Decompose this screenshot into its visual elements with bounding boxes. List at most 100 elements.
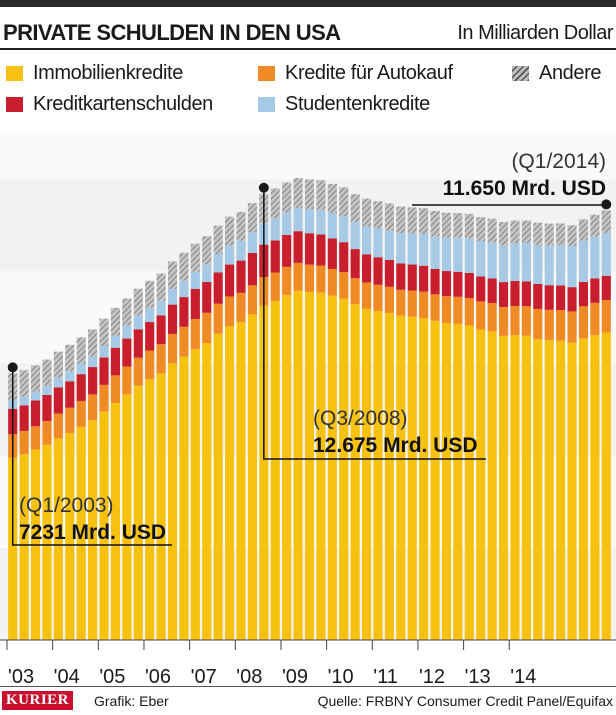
bar-segment-credit: [601, 275, 611, 301]
bar-segment-other: [567, 225, 577, 247]
bar-segment-mortgage: [110, 403, 121, 640]
bar-segment-student: [167, 289, 178, 305]
bar-segment-mortgage: [521, 335, 531, 640]
bar-segment-credit: [544, 285, 554, 310]
bar-segment-student: [76, 363, 86, 375]
bar-segment-auto: [476, 301, 486, 330]
annotation-period: (Q3/2008): [313, 407, 408, 430]
bar-segment-mortgage: [601, 332, 611, 640]
bar-segment-mortgage: [362, 308, 372, 640]
bar-segment-mortgage: [578, 338, 589, 640]
bar-segment-mortgage: [556, 340, 566, 640]
bar-segment-auto: [316, 265, 326, 293]
bar-segment-student: [145, 307, 155, 323]
bar-segment-auto: [453, 296, 463, 324]
bar-segment-mortgage: [533, 338, 543, 640]
bar-segment-auto: [327, 268, 337, 296]
bar-segment-other: [30, 365, 41, 392]
bar-segment-auto: [156, 344, 166, 374]
legend-item-auto: Kredite für Autokauf: [258, 62, 453, 85]
bar-segment-other: [225, 216, 235, 246]
annotation-value: 12.675 Mrd. USD: [313, 434, 478, 457]
bar-segment-other: [476, 217, 486, 242]
bar-segment-credit: [282, 234, 292, 267]
bar-segment-other: [464, 213, 474, 239]
bar-segment-student: [601, 232, 611, 276]
bar-segment-auto: [578, 306, 589, 339]
x-tick-label: '06: [145, 666, 171, 688]
marker-q1-2014: [601, 199, 612, 210]
bar-segment-mortgage: [145, 379, 155, 640]
bar-segment-auto: [122, 366, 132, 395]
bar-segment-auto: [236, 292, 246, 323]
bar-segment-other: [304, 179, 315, 210]
legend-item-mortgage: Immobilienkredite: [6, 62, 183, 85]
bar-segment-student: [510, 243, 520, 282]
bar-segment-student: [236, 240, 246, 261]
bar-segment-mortgage: [76, 426, 86, 640]
bar-segment-student: [521, 242, 531, 282]
bar-segment-auto: [190, 319, 200, 350]
bar-segment-credit: [476, 276, 486, 302]
bar-segment-auto: [133, 357, 143, 386]
bar-segment-auto: [65, 407, 75, 434]
bar-segment-other: [213, 225, 223, 254]
bar-segment-credit: [167, 304, 178, 334]
bar-segment-auto: [145, 350, 155, 380]
bar-segment-credit: [350, 249, 360, 279]
bar-segment-student: [350, 222, 360, 250]
bar-segment-auto: [225, 296, 235, 327]
annotation-value: 11.650 Mrd. USD: [442, 177, 606, 200]
bar-segment-student: [42, 385, 52, 395]
bar-segment-credit: [133, 329, 143, 358]
legend-item-other: Andere: [512, 62, 601, 85]
top-bar: [0, 0, 616, 7]
bar-segment-mortgage: [510, 335, 520, 640]
bar-segment-other: [53, 351, 63, 378]
bar-segment-credit: [213, 272, 223, 304]
bar-segment-other: [270, 188, 280, 219]
legend-swatch-auto: [258, 66, 275, 81]
bar-segment-auto: [88, 394, 98, 421]
bar-segment-credit: [293, 231, 303, 263]
bar-segment-credit: [19, 405, 29, 431]
brand-logo: KURIER: [2, 691, 74, 710]
legend-label-student: Studentenkredite: [285, 93, 430, 115]
bar-segment-credit: [590, 278, 600, 303]
bar-segment-mortgage: [247, 314, 257, 640]
bar-segment-other: [19, 370, 29, 397]
bar-segment-auto: [556, 310, 566, 341]
x-tick-label: '13: [465, 666, 491, 688]
bar-segment-credit: [270, 240, 280, 273]
x-tick-label: '14: [510, 666, 536, 688]
bar-segment-mortgage: [42, 444, 52, 640]
callout-line: [263, 187, 486, 460]
legend-swatch-mortgage: [6, 66, 23, 81]
bar-segment-other: [190, 243, 200, 272]
bar-segment-other: [88, 329, 98, 357]
bar-segment-auto: [76, 400, 86, 427]
bar-segment-mortgage: [293, 290, 303, 640]
bar-segment-other: [133, 288, 143, 316]
x-tick-label: '10: [328, 666, 354, 688]
bar-segment-other: [156, 273, 166, 301]
bar-segment-credit: [441, 271, 452, 297]
bar-segment-mortgage: [8, 457, 18, 640]
bar-segment-mortgage: [213, 333, 223, 640]
bar-segment-other: [42, 359, 52, 386]
bar-segment-student: [179, 280, 189, 298]
bar-segment-credit: [339, 242, 349, 272]
bar-segment-auto: [373, 284, 383, 312]
legend-label-other: Andere: [539, 62, 602, 84]
bar-segment-credit: [65, 381, 75, 408]
bar-segment-credit: [556, 285, 566, 311]
bar-segment-mortgage: [53, 438, 63, 640]
bar-segment-other: [247, 203, 257, 233]
bar-segment-student: [88, 356, 98, 368]
legend-swatch-credit: [6, 97, 23, 112]
annotation-q1-2003: (Q1/2003) 7231 Mrd. USD: [19, 492, 166, 546]
bar-segment-student: [282, 212, 292, 235]
bar-segment-mortgage: [396, 315, 406, 640]
bar-segment-auto: [19, 430, 29, 455]
